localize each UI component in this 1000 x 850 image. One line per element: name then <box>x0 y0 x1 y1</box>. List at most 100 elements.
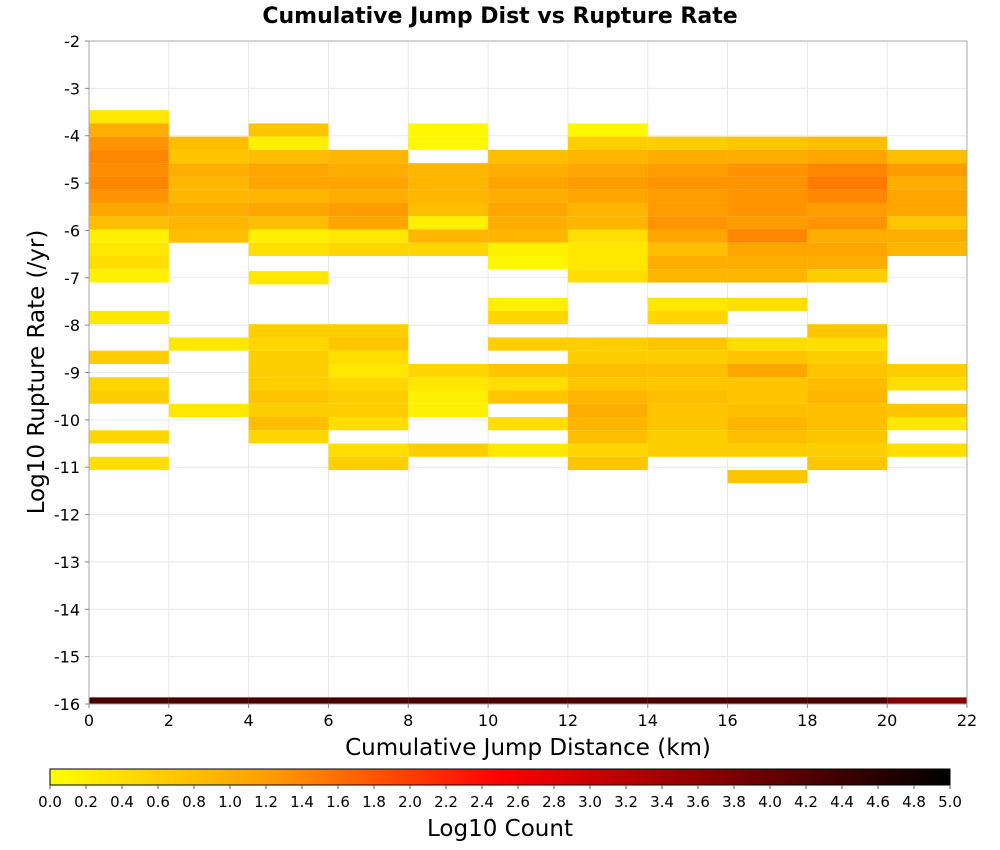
heatmap-cell <box>727 350 808 364</box>
heatmap-cell <box>567 242 648 257</box>
colorbar-tick-label: 3.4 <box>650 793 674 811</box>
heatmap-cell <box>647 269 728 283</box>
x-tick-label: 2 <box>164 711 174 730</box>
heatmap-cell <box>328 390 409 404</box>
heatmap-cell <box>248 417 329 431</box>
heatmap-cell <box>89 256 169 270</box>
heatmap-cell <box>807 377 888 391</box>
colorbar-tick-label: 2.2 <box>434 793 458 811</box>
x-tick-label: 16 <box>717 711 737 730</box>
heatmap-cell <box>567 417 648 431</box>
heatmap-cell <box>248 242 329 257</box>
heatmap-cell <box>328 697 409 704</box>
heatmap-cell <box>727 189 808 203</box>
y-tick-label: -5 <box>64 174 80 193</box>
heatmap-cell <box>647 443 728 457</box>
colorbar-tick-label: 3.8 <box>722 793 746 811</box>
heatmap-cell <box>567 337 648 351</box>
x-tick-label: 12 <box>558 711 578 730</box>
heatmap-cell <box>408 189 489 203</box>
heatmap-cell <box>408 363 489 378</box>
colorbar-tick-label: 1.0 <box>218 793 242 811</box>
heatmap-cell <box>727 390 808 404</box>
heatmap-cell <box>328 163 409 177</box>
colorbar-tick-label: 4.4 <box>830 793 854 811</box>
x-axis-ticks: 0 2 4 6 8 10 12 14 16 18 20 22 <box>84 704 977 730</box>
heatmap-cell <box>248 202 329 217</box>
heatmap-cell <box>408 403 489 418</box>
heatmap-cell <box>248 189 329 203</box>
heatmap-cell <box>647 417 728 431</box>
heatmap-cell <box>807 456 888 471</box>
y-tick-label: -4 <box>64 127 80 146</box>
heatmap-cell <box>408 377 489 391</box>
heatmap-cell <box>887 242 967 257</box>
heatmap-cell <box>89 310 169 325</box>
heatmap-cell <box>89 149 169 164</box>
heatmap-cell <box>647 430 728 444</box>
heatmap-cell <box>567 269 648 283</box>
heatmap-cell <box>727 697 808 704</box>
heatmap-cell <box>647 229 728 243</box>
colorbar-tick-label: 1.4 <box>290 793 314 811</box>
heatmap-cell <box>89 123 169 137</box>
heatmap-cell <box>807 242 888 257</box>
heatmap-cell <box>727 216 808 230</box>
heatmap-cell <box>248 403 329 418</box>
heatmap-cell <box>408 443 489 457</box>
colorbar-tick-label: 3.0 <box>578 793 602 811</box>
heatmap-cell <box>89 229 169 243</box>
heatmap-cell <box>488 417 568 431</box>
heatmap-cell <box>488 242 568 257</box>
heatmap-cell <box>408 216 489 230</box>
heatmap-cell <box>567 350 648 364</box>
heatmap-cell <box>328 350 409 364</box>
heatmap-cell <box>647 403 728 418</box>
heatmap-cell <box>567 390 648 404</box>
heatmap-cell <box>488 377 568 391</box>
heatmap-cell <box>328 443 409 457</box>
x-tick-label: 14 <box>638 711 658 730</box>
heatmap-cell <box>647 390 728 404</box>
y-tick-label: -16 <box>54 695 80 714</box>
heatmap-cell <box>807 136 888 150</box>
heatmap-cell <box>647 136 728 150</box>
colorbar-tick-label: 5.0 <box>938 793 962 811</box>
heatmap-cell <box>727 430 808 444</box>
heatmap-cell <box>807 417 888 431</box>
colorbar-tick-label: 3.6 <box>686 793 710 811</box>
heatmap-cell <box>647 149 728 164</box>
heatmap-cell <box>567 456 648 471</box>
heatmap-cell <box>727 337 808 351</box>
heatmap-cell <box>727 363 808 378</box>
heatmap-cell <box>488 337 568 351</box>
heatmap-cell <box>328 229 409 243</box>
heatmap-cell <box>887 229 967 243</box>
heatmap-cell <box>488 189 568 203</box>
heatmap-cell <box>647 363 728 378</box>
heatmap-cell <box>727 136 808 150</box>
x-tick-label: 10 <box>478 711 498 730</box>
heatmap-cell <box>488 176 568 190</box>
heatmap-cell <box>567 363 648 378</box>
heatmap-cell <box>887 202 967 217</box>
heatmap-cell <box>647 310 728 325</box>
heatmap-cell <box>647 216 728 230</box>
heatmap-cell <box>248 136 329 150</box>
heatmap-cell <box>488 363 568 378</box>
heatmap-cell <box>89 176 169 190</box>
heatmap-cell <box>408 123 489 137</box>
heatmap-cell <box>89 350 169 364</box>
heatmap-cell <box>408 176 489 190</box>
heatmap-cell <box>89 377 169 391</box>
heatmap-cell <box>168 189 249 203</box>
heatmap-cell <box>248 697 329 704</box>
heatmap-cell <box>89 242 169 257</box>
heatmap-cell <box>567 163 648 177</box>
y-tick-label: -3 <box>64 79 80 98</box>
heatmap-cell <box>807 149 888 164</box>
y-tick-label: -6 <box>64 221 80 240</box>
heatmap-cell <box>248 390 329 404</box>
colorbar-tick-label: 2.8 <box>542 793 566 811</box>
heatmap-cell <box>567 216 648 230</box>
